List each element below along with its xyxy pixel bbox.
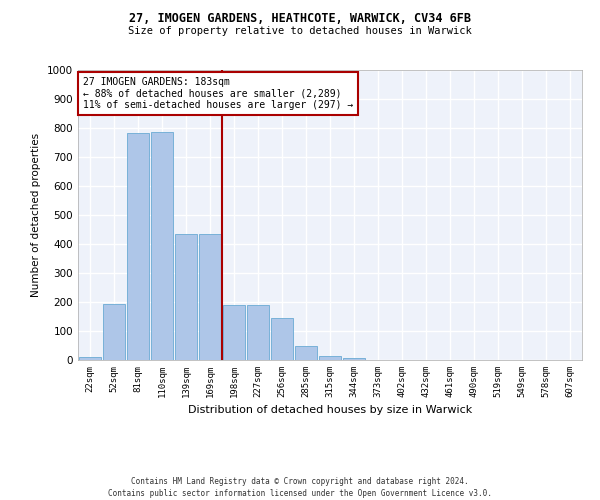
Bar xyxy=(79,356,101,360)
Bar xyxy=(223,305,245,360)
Text: 27 IMOGEN GARDENS: 183sqm
← 88% of detached houses are smaller (2,289)
11% of se: 27 IMOGEN GARDENS: 183sqm ← 88% of detac… xyxy=(83,77,353,110)
Bar xyxy=(199,234,221,360)
Text: 27, IMOGEN GARDENS, HEATHCOTE, WARWICK, CV34 6FB: 27, IMOGEN GARDENS, HEATHCOTE, WARWICK, … xyxy=(129,12,471,26)
Bar xyxy=(127,133,149,360)
Bar xyxy=(343,358,365,360)
Bar xyxy=(103,304,125,360)
Text: Size of property relative to detached houses in Warwick: Size of property relative to detached ho… xyxy=(128,26,472,36)
Bar xyxy=(247,305,269,360)
Bar xyxy=(175,234,197,360)
Y-axis label: Number of detached properties: Number of detached properties xyxy=(31,133,41,297)
Bar xyxy=(319,356,341,360)
Bar xyxy=(295,346,317,360)
Bar xyxy=(151,132,173,360)
X-axis label: Distribution of detached houses by size in Warwick: Distribution of detached houses by size … xyxy=(188,406,472,415)
Text: Contains HM Land Registry data © Crown copyright and database right 2024.
Contai: Contains HM Land Registry data © Crown c… xyxy=(108,476,492,498)
Bar xyxy=(271,318,293,360)
